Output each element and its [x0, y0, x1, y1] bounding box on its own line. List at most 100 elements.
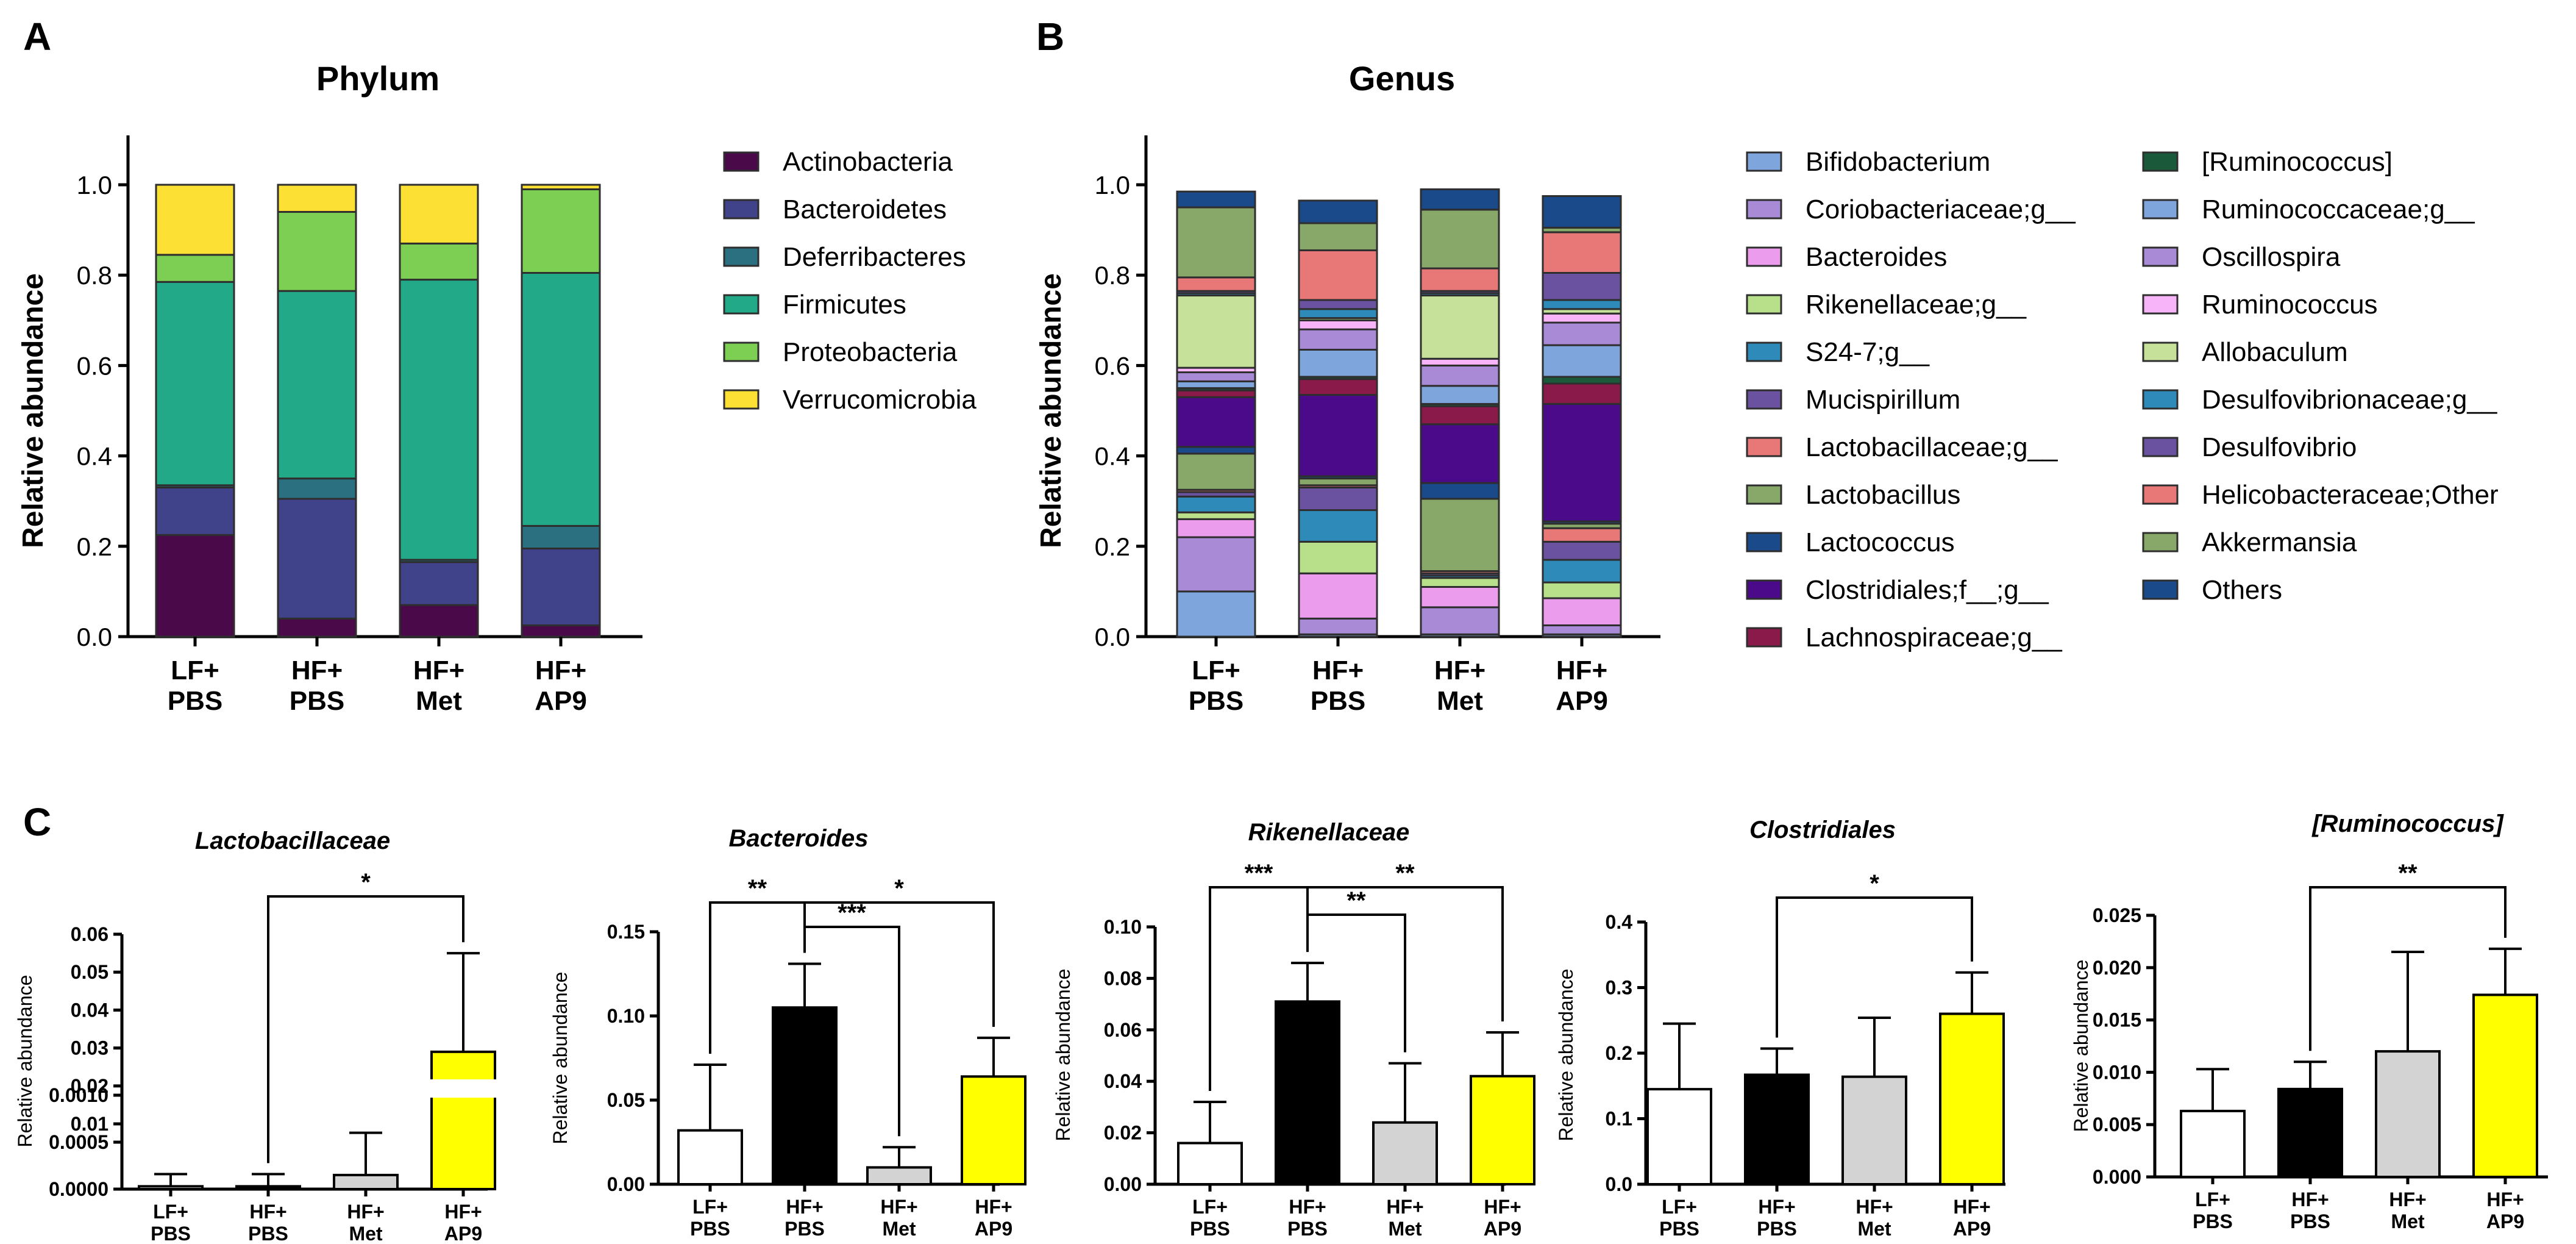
bar-segment-bacteroidetes [155, 486, 235, 536]
bar-segment-desulfovibrio [1542, 271, 1622, 301]
bar-segment-ruminococcus [1542, 312, 1622, 324]
bar-segment-allobaculum [1176, 295, 1256, 369]
bar-hf-ap9 [430, 1050, 496, 1190]
y-tick-label: 0.2 [1606, 1042, 1632, 1064]
legend-label-clostridiales-f-g: Clostridiales;f__;g__ [1806, 575, 2049, 605]
legend-swatch-verrucomicrobia [723, 389, 760, 410]
bar-segment-bacteroides [1298, 572, 1378, 620]
bar-segment-rikenellaceae-g [1298, 540, 1378, 574]
legend-swatch-oscillospira [2142, 246, 2179, 267]
x-tick-label: HF+ [2486, 1189, 2524, 1210]
x-tick-label: Met [2391, 1210, 2424, 1232]
legend-swatch-proteobacteria [723, 341, 760, 362]
clostridiales-bar-chart: Clostridiales Relative abundance 0.0 0.1 0.2… [1555, 817, 2005, 1240]
panel-label-c: C [23, 800, 51, 844]
significance-label: ** [2398, 860, 2418, 887]
y-tick-label: 0.05 [607, 1089, 645, 1111]
y-tick-label: 0.3 [1606, 977, 1632, 999]
y-tick-label: 0.05 [71, 961, 109, 983]
bar-segment-s24-7-g [1176, 495, 1256, 513]
y-tick-label: 0.010 [2093, 1061, 2141, 1083]
axis-break-gap [429, 1079, 497, 1098]
y-tick-label: 0.00 [1104, 1173, 1142, 1195]
legend-swatch-desulfovibrionaceae-g [2142, 389, 2179, 410]
legend-swatch-bifidobacterium [1746, 151, 1782, 172]
legend-swatch-firmicutes [723, 294, 760, 315]
x-tick-label: HF+ [1312, 656, 1364, 685]
x-tick-label: HF+ [1758, 1196, 1795, 1218]
y-tick-label: 0.0 [77, 623, 112, 651]
chart-title: Phylum [316, 59, 439, 98]
y-tick-label: 0.2 [77, 532, 112, 561]
bar-segment-ruminococcaceae-g [1298, 348, 1378, 378]
bar-segment-clostridiales-f-g [1420, 423, 1500, 484]
x-tick-label: HF+ [1434, 656, 1485, 685]
x-tick-label: HF+ [975, 1196, 1012, 1218]
legend-swatch-allobaculum [2142, 341, 2179, 362]
bar-segment-helicobacteraceae-other [1298, 249, 1378, 301]
bar-segment-firmicutes [277, 290, 357, 480]
bar-hf-met [2375, 1050, 2441, 1178]
x-tick-label: PBS [690, 1218, 730, 1240]
bar-segment-bacteroidetes [277, 498, 357, 620]
legend-label-allobaculum: Allobaculum [2202, 337, 2348, 367]
bar-hf-pbs [1275, 1000, 1340, 1185]
bar-segment-deferribacteres [521, 524, 601, 550]
y-tick-label: 0.10 [1104, 916, 1142, 938]
bar-segment-bacteroides [1176, 518, 1256, 538]
y-tick-label: 0.04 [1104, 1070, 1142, 1092]
x-tick-label: HF+ [2291, 1189, 2329, 1210]
y-axis-label: Relative abundance [14, 975, 36, 1148]
y-tick-label: 0.02 [71, 1075, 109, 1097]
bar-segment-lactococcus [1420, 482, 1500, 500]
legend-swatch-ruminococcaceae-g [2142, 199, 2179, 220]
y-axis-label: Relative abundance [1035, 273, 1067, 548]
legend-label-ruminococcus: [Ruminococcus] [2202, 147, 2393, 177]
bar-segment-oscillospira [1420, 364, 1500, 387]
bar-hf-met [333, 1173, 399, 1191]
legend-label-lactococcus: Lactococcus [1806, 527, 1955, 557]
significance-label: * [361, 869, 371, 896]
x-tick-label: PBS [1659, 1218, 1699, 1240]
y-tick-label: 0.03 [71, 1037, 109, 1059]
x-tick-label: PBS [1287, 1218, 1328, 1240]
y-tick-label: 0.015 [2093, 1009, 2141, 1031]
bar-segment-desulfovibrionaceae-g [1298, 308, 1378, 320]
bar-hf-ap9 [1470, 1074, 1535, 1186]
bacteroides-bar-chart: Bacteroides Relative abundance 0.00 0.05 0.1… [549, 825, 1026, 1240]
legend-label-rikenellaceae-g: Rikenellaceae;g__ [1806, 290, 2027, 320]
bar-segment-verrucomicrobia [399, 184, 479, 245]
bar-segment-clostridiales-f-g [1298, 394, 1378, 477]
legend-label-lachnospiraceae-g: Lachnospiraceae;g__ [1806, 623, 2062, 652]
x-tick-label: Met [349, 1223, 382, 1244]
bar-segment-others [1176, 190, 1256, 209]
x-tick-label: HF+ [413, 656, 464, 685]
bar-hf-pbs [2277, 1087, 2343, 1178]
bar-segment-bacteroidetes [521, 548, 601, 626]
bar-hf-ap9 [1939, 1012, 2005, 1185]
legend-swatch-others [2142, 579, 2179, 600]
bar-segment-lachnospiraceae-g [1542, 382, 1622, 405]
legend-swatch-actinobacteria [723, 151, 760, 172]
bar-segment-bacteroides [1420, 585, 1500, 609]
x-tick-label: AP9 [1556, 686, 1608, 716]
chart-title: Genus [1349, 59, 1455, 98]
legend-swatch-ruminococcus [2142, 151, 2179, 172]
bar-hf-pbs [235, 1185, 301, 1191]
x-tick-label: PBS [785, 1218, 825, 1240]
bar-segment-lactococcus [1176, 446, 1256, 455]
panel-label-b: B [1036, 15, 1064, 59]
bar-segment-rikenellaceae-g [1542, 581, 1622, 599]
bar-segment-s24-7-g [1298, 509, 1378, 543]
bar-segment-coriobacteriaceae-g [1298, 617, 1378, 635]
legend-swatch-lactococcus [1746, 532, 1782, 552]
x-tick-label: LF+ [153, 1201, 188, 1223]
x-tick-label: PBS [2193, 1210, 2233, 1232]
legend-swatch-coriobacteriaceae-g [1746, 199, 1782, 220]
bar-segment-ruminococcaceae-g [1176, 380, 1256, 389]
bar-hf-met [1841, 1075, 1907, 1185]
rikenellaceae-bar-chart: Rikenellaceae Relative abundance 0.00 0.02 0… [1052, 819, 1535, 1240]
x-tick-label: Met [882, 1218, 916, 1240]
x-tick-label: LF+ [1192, 656, 1240, 685]
x-tick-label: LF+ [2195, 1189, 2230, 1210]
